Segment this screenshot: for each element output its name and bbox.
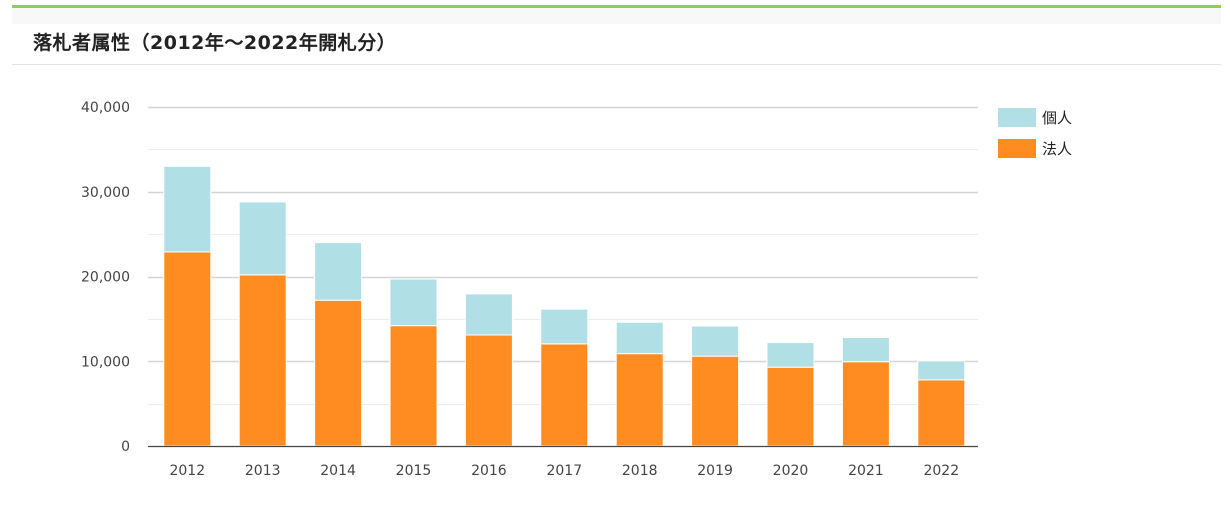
bar-corporate bbox=[163, 251, 212, 447]
header-band bbox=[12, 8, 1221, 24]
bar-individual bbox=[615, 321, 664, 355]
legend-swatch-corporate bbox=[998, 138, 1036, 158]
legend-label-individual: 個人 bbox=[1042, 108, 1073, 127]
bar-individual bbox=[540, 308, 589, 345]
legend-item-corporate[interactable]: 法人 bbox=[998, 137, 1072, 159]
y-tick-label: 0 bbox=[121, 439, 130, 455]
x-tick-label: 2020 bbox=[773, 463, 809, 479]
legend-label-corporate: 法人 bbox=[1042, 139, 1073, 158]
x-tick-label: 2019 bbox=[697, 463, 733, 479]
chart-title: 落札者属性（2012年～2022年開札分） bbox=[33, 32, 397, 54]
bar-corporate bbox=[389, 325, 438, 447]
bar-corporate bbox=[540, 343, 589, 447]
x-tick-label: 2017 bbox=[546, 463, 582, 479]
legend-swatch-individual bbox=[998, 107, 1036, 127]
bar-corporate bbox=[464, 334, 513, 447]
x-tick-label: 2021 bbox=[848, 463, 884, 479]
bar-corporate bbox=[841, 361, 890, 447]
bar-corporate bbox=[615, 353, 664, 447]
bar-corporate bbox=[238, 274, 287, 447]
y-tick-label: 10,000 bbox=[81, 354, 130, 370]
bar-individual bbox=[766, 342, 815, 368]
bar-corporate bbox=[691, 355, 740, 447]
y-tick-label: 20,000 bbox=[81, 270, 130, 286]
bar-individual bbox=[691, 325, 740, 357]
bar-corporate bbox=[766, 366, 815, 447]
x-tick-label: 2016 bbox=[471, 463, 507, 479]
bar-individual bbox=[841, 337, 890, 363]
bar-individual bbox=[464, 293, 513, 336]
bar-individual bbox=[917, 360, 966, 381]
bar-individual bbox=[163, 165, 212, 253]
x-tick-label: 2012 bbox=[169, 463, 205, 479]
x-tick-label: 2014 bbox=[320, 463, 356, 479]
x-tick-label: 2018 bbox=[622, 463, 658, 479]
y-tick-label: 30,000 bbox=[81, 185, 130, 201]
title-divider bbox=[12, 64, 1221, 65]
bar-corporate bbox=[314, 299, 363, 447]
x-tick-label: 2022 bbox=[923, 463, 959, 479]
bar-individual bbox=[389, 278, 438, 327]
bar-individual bbox=[314, 242, 363, 301]
chart-legend: 個人 法人 bbox=[998, 106, 1072, 168]
y-tick-label: 40,000 bbox=[81, 100, 130, 116]
header-accent-bar bbox=[12, 5, 1221, 8]
bar-individual bbox=[238, 201, 287, 276]
bar-corporate bbox=[917, 379, 966, 447]
legend-item-individual[interactable]: 個人 bbox=[998, 106, 1072, 128]
x-tick-label: 2013 bbox=[245, 463, 281, 479]
x-tick-label: 2015 bbox=[396, 463, 432, 479]
